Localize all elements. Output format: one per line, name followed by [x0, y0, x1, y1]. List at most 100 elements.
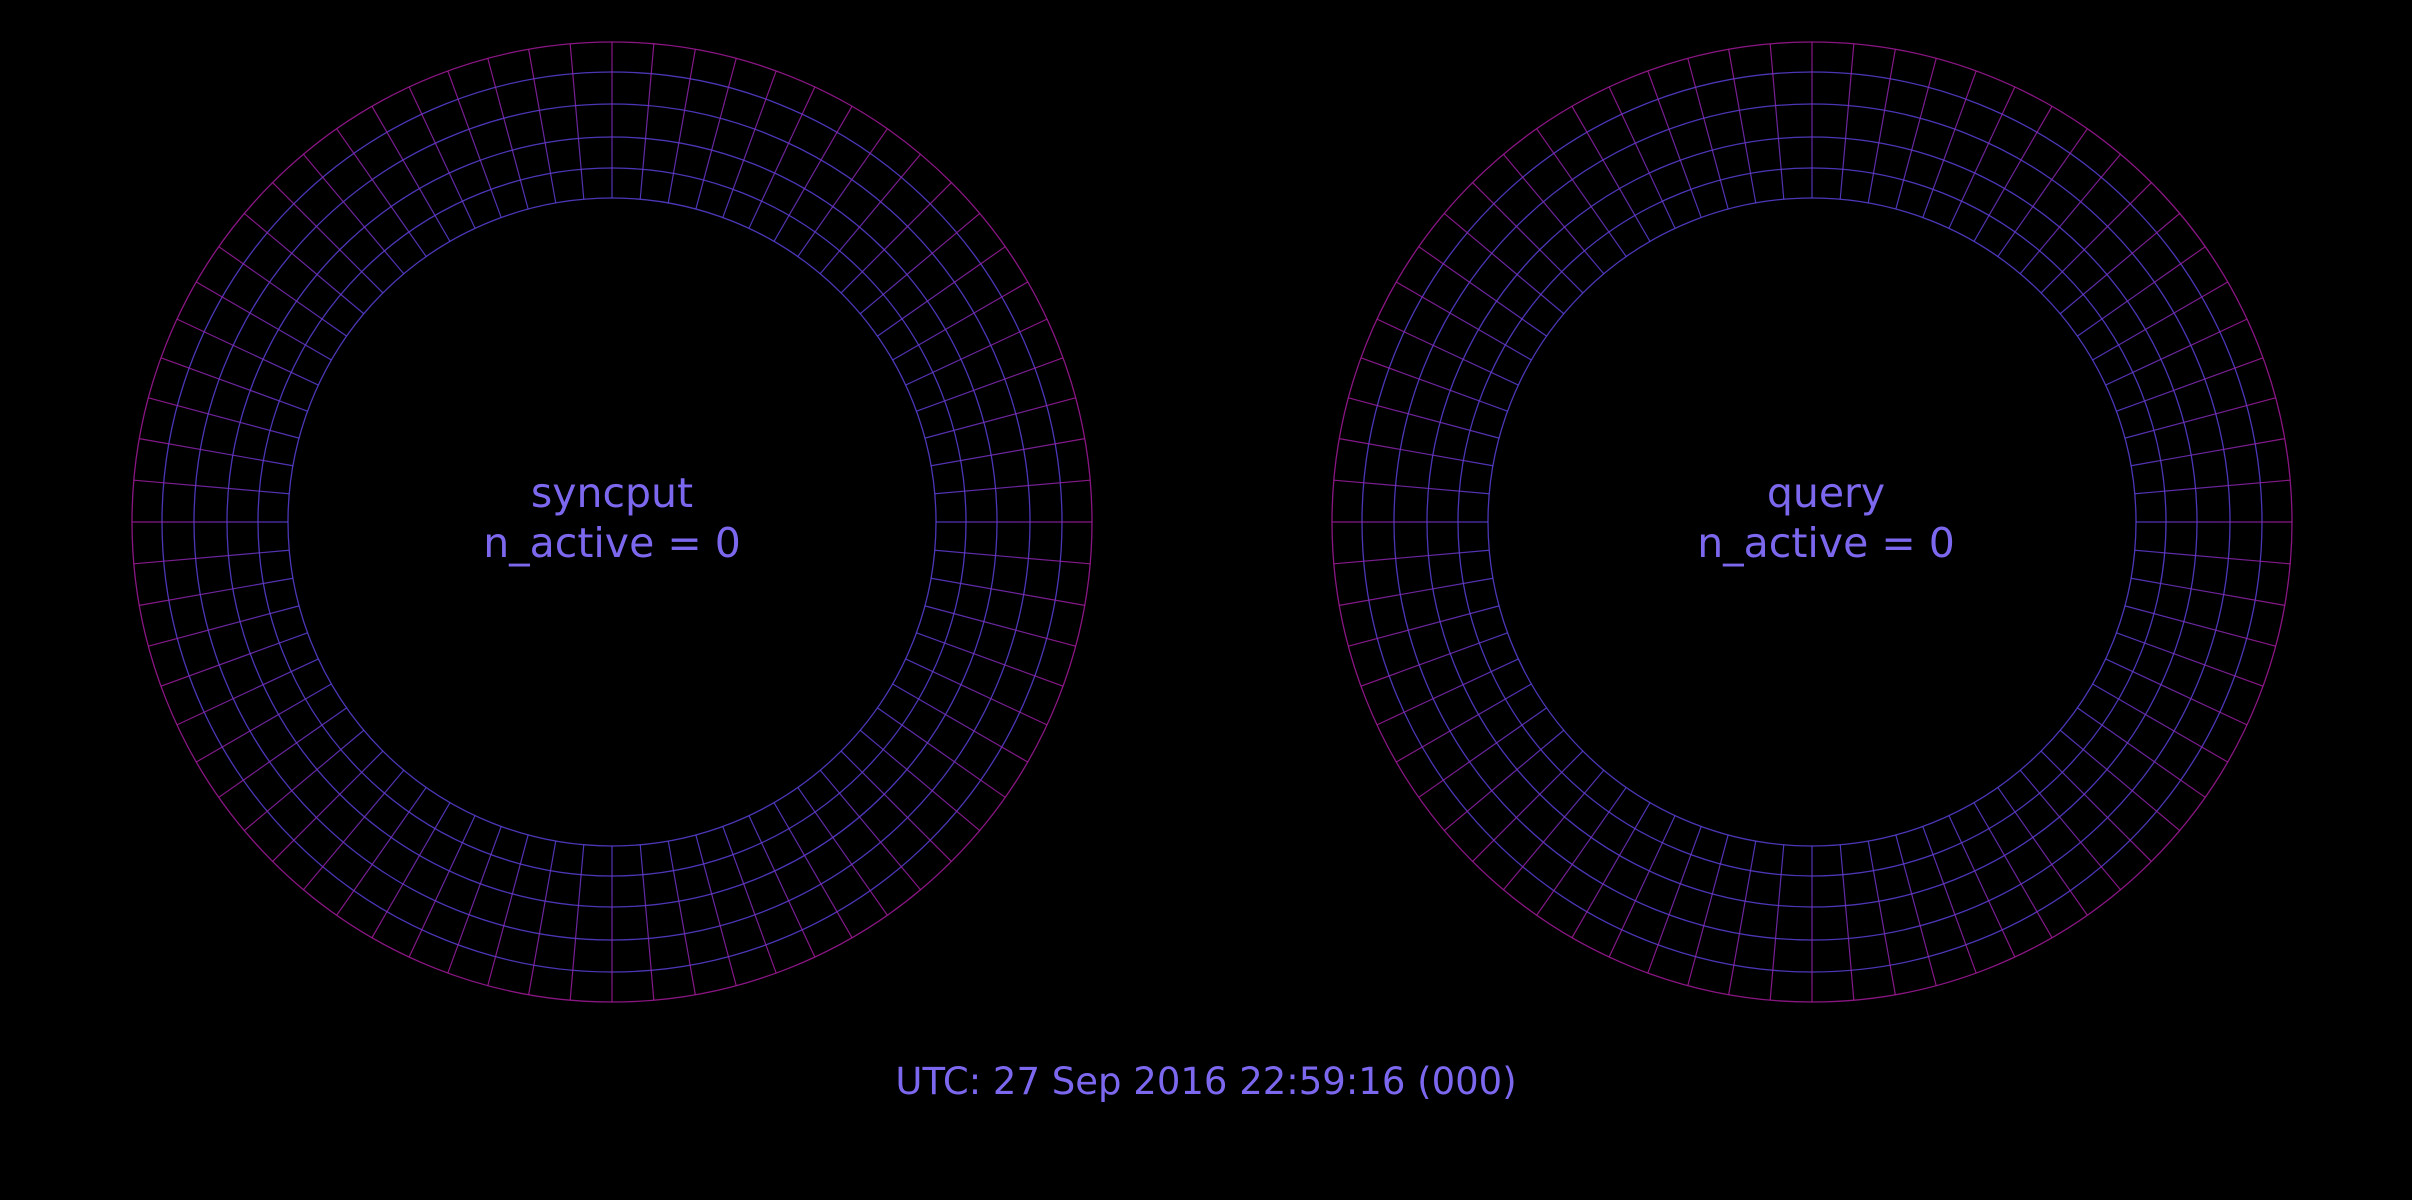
- ring-spoke: [722, 70, 777, 218]
- ring-spoke: [2019, 153, 2121, 275]
- ring-spoke: [447, 826, 502, 974]
- ring-spoke: [2116, 632, 2264, 687]
- ring-spoke: [722, 826, 777, 974]
- ring-spoke: [133, 549, 290, 565]
- ring-spoke: [408, 815, 476, 958]
- ring-spoke: [1997, 128, 2088, 257]
- ring-spoke: [2134, 479, 2291, 495]
- ring-spoke: [1396, 281, 1532, 361]
- ring-panel-query: query n_active = 0: [1206, 0, 2412, 1200]
- ring-spoke: [667, 49, 696, 204]
- ring-spoke: [487, 834, 529, 986]
- utc-timestamp: UTC: 27 Sep 2016 22:59:16 (000): [895, 1060, 1517, 1103]
- ring-spoke: [1728, 840, 1757, 995]
- ring-spoke: [1997, 787, 2088, 916]
- ring-spoke: [2077, 246, 2206, 337]
- ring-spoke: [934, 549, 1091, 565]
- ring-spoke: [877, 707, 1006, 798]
- ring-spoke: [2092, 683, 2228, 763]
- ring-spoke: [1647, 826, 1702, 974]
- ring-spoke: [1895, 58, 1937, 210]
- ring-spoke: [1922, 826, 1977, 974]
- ring-spoke: [930, 438, 1085, 467]
- ring-spoke: [272, 750, 384, 862]
- ring-spoke: [924, 397, 1076, 439]
- ring-spoke: [1360, 357, 1508, 412]
- ring-spoke: [748, 815, 816, 958]
- ring-spoke: [272, 182, 384, 294]
- ring-spoke: [1769, 43, 1785, 200]
- ring-spoke: [1443, 729, 1565, 831]
- ring-spoke: [1536, 128, 1627, 257]
- ring-spoke: [1360, 632, 1508, 687]
- ring-spoke: [924, 605, 1076, 647]
- ring-spoke: [2124, 605, 2276, 647]
- ring-spoke: [859, 729, 981, 831]
- ring-spoke: [243, 729, 365, 831]
- ring-spoke: [773, 802, 853, 938]
- ring-spoke: [1443, 213, 1565, 315]
- ring-spoke: [528, 49, 557, 204]
- ring-spoke: [408, 86, 476, 229]
- ring-grid-query: [1331, 41, 2293, 1003]
- ring-spoke: [148, 397, 300, 439]
- ring-spoke: [1839, 43, 1855, 200]
- ring-spoke: [139, 438, 294, 467]
- ring-spoke: [1348, 605, 1500, 647]
- ring-spoke: [1571, 802, 1651, 938]
- ring-spoke: [243, 213, 365, 315]
- ring-title: query: [1766, 469, 1886, 517]
- ring-spoke: [218, 707, 347, 798]
- ring-spoke: [892, 281, 1028, 361]
- ring-grid-syncput: [131, 41, 1093, 1003]
- ring-spoke: [487, 58, 529, 210]
- ring-spoke: [2116, 357, 2264, 412]
- ring-spoke: [916, 357, 1064, 412]
- ring-spoke: [139, 577, 294, 606]
- ring-spoke: [2105, 318, 2248, 386]
- ring-spoke: [905, 318, 1048, 386]
- ring-spoke: [859, 213, 981, 315]
- ring-spoke: [934, 479, 1091, 495]
- ring-spoke: [1973, 106, 2053, 242]
- ring-spoke: [1895, 834, 1937, 986]
- ring-spoke: [1503, 153, 1605, 275]
- ring-spoke: [1687, 834, 1729, 986]
- ring-spoke: [218, 246, 347, 337]
- ring-spoke: [336, 787, 427, 916]
- ring-spoke: [930, 577, 1085, 606]
- ring-spoke: [1647, 70, 1702, 218]
- ring-spoke: [2077, 707, 2206, 798]
- ring-spoke: [1769, 844, 1785, 1001]
- ring-spoke: [1608, 815, 1676, 958]
- ring-spoke: [1839, 844, 1855, 1001]
- ring-spoke: [1867, 49, 1896, 204]
- ring-spoke: [336, 128, 427, 257]
- ring-spoke: [1418, 246, 1547, 337]
- ring-spoke: [2019, 769, 2121, 891]
- ring-spoke: [639, 844, 655, 1001]
- ring-spoke: [569, 844, 585, 1001]
- ring-active-count: n_active = 0: [1697, 519, 1955, 567]
- ring-spoke: [160, 632, 308, 687]
- ring-spoke: [133, 479, 290, 495]
- ring-spoke: [840, 750, 952, 862]
- ring-spoke: [2059, 729, 2181, 831]
- ring-spoke: [176, 318, 319, 386]
- ring-spoke: [2040, 750, 2152, 862]
- ring-spoke: [2092, 281, 2228, 361]
- ring-spoke: [176, 658, 319, 726]
- ring-panel-syncput: syncput n_active = 0: [131, 41, 1093, 1003]
- ring-spoke: [748, 86, 816, 229]
- ring-spoke: [196, 281, 332, 361]
- ring-spoke: [1339, 438, 1494, 467]
- ring-spoke: [371, 106, 451, 242]
- ring-spoke: [916, 632, 1064, 687]
- ring-spoke: [1339, 577, 1494, 606]
- ring-spoke: [695, 834, 737, 986]
- ring-spoke: [773, 106, 853, 242]
- ring-spoke: [303, 769, 405, 891]
- ring-spoke: [1396, 683, 1532, 763]
- ring-spoke: [797, 128, 888, 257]
